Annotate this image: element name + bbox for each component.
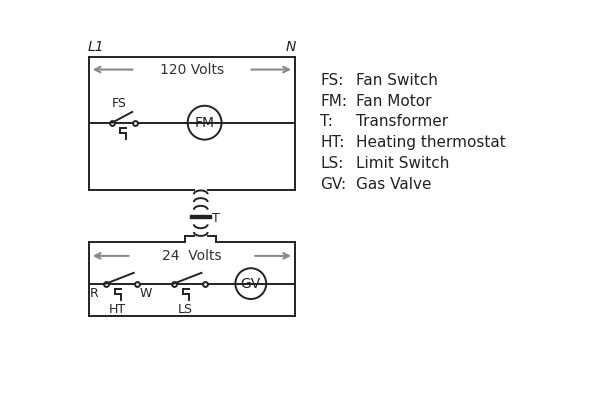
Text: N: N xyxy=(286,40,296,54)
Text: W: W xyxy=(139,287,152,300)
Text: Fan Motor: Fan Motor xyxy=(356,94,432,109)
Text: LS:: LS: xyxy=(320,156,343,171)
Text: R: R xyxy=(90,287,99,300)
Text: 120 Volts: 120 Volts xyxy=(160,62,224,76)
Text: GV: GV xyxy=(241,277,261,291)
Text: Transformer: Transformer xyxy=(356,114,448,130)
Text: Gas Valve: Gas Valve xyxy=(356,177,432,192)
Text: 24  Volts: 24 Volts xyxy=(162,249,222,263)
Text: Fan Switch: Fan Switch xyxy=(356,73,438,88)
Text: LS: LS xyxy=(178,303,193,316)
Text: T: T xyxy=(212,212,220,225)
Text: Limit Switch: Limit Switch xyxy=(356,156,450,171)
Text: Heating thermostat: Heating thermostat xyxy=(356,135,506,150)
Text: FM: FM xyxy=(195,116,215,130)
Text: HT: HT xyxy=(109,303,126,316)
Text: HT:: HT: xyxy=(320,135,345,150)
Text: T:: T: xyxy=(320,114,333,130)
Text: FM:: FM: xyxy=(320,94,347,109)
Text: GV:: GV: xyxy=(320,177,346,192)
Text: L1: L1 xyxy=(87,40,104,54)
Text: FS:: FS: xyxy=(320,73,343,88)
Text: FS: FS xyxy=(112,97,127,110)
